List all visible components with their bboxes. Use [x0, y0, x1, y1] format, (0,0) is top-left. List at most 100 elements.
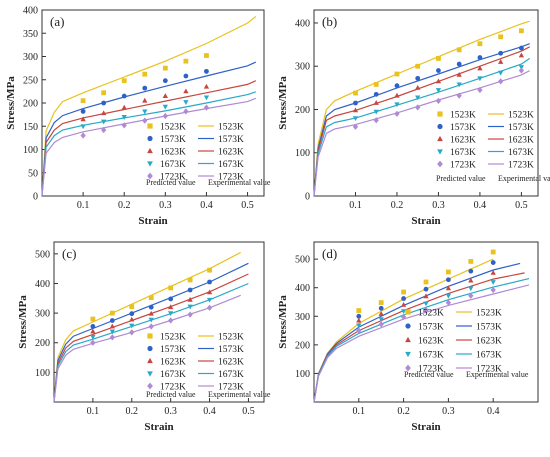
- predicted-point-1673K: [477, 76, 483, 82]
- legend-caption-experimental: Experimental value: [208, 178, 271, 187]
- predicted-point-1623K: [415, 84, 421, 90]
- predicted-point-1523K: [436, 56, 441, 61]
- predicted-point-1673K: [394, 102, 400, 108]
- legend-marker-1573K: [405, 323, 411, 329]
- predicted-point-1623K: [352, 107, 359, 113]
- predicted-point-1623K: [187, 296, 193, 302]
- predicted-point-1673K: [90, 334, 96, 340]
- predicted-point-1673K: [187, 304, 193, 310]
- legend-label-experimental: 1573K: [508, 123, 534, 133]
- x-tick-label: 0.5: [242, 406, 255, 417]
- legend-marker-1723K: [405, 364, 411, 372]
- predicted-point-1623K: [183, 88, 189, 94]
- predicted-point-1723K: [203, 104, 210, 111]
- predicted-point-1623K: [80, 116, 86, 122]
- predicted-point-1573K: [423, 286, 429, 292]
- predicted-point-1673K: [356, 323, 362, 329]
- predicted-point-1573K: [101, 100, 107, 106]
- y-tick-label: 350: [23, 29, 38, 40]
- predicted-point-1573K: [446, 277, 451, 283]
- legend-marker-1673K: [437, 149, 443, 155]
- predicted-point-1723K: [373, 117, 379, 124]
- legend-label-predicted: 1573K: [450, 123, 476, 133]
- predicted-point-1623K: [101, 110, 107, 116]
- y-tick-label: 300: [295, 312, 310, 323]
- predicted-point-1723K: [90, 339, 96, 346]
- experimental-curve-1723K: [313, 284, 530, 403]
- panel-a: 0.1 0.2 0.3 0.4 0.5 0 50 100 150 200 250 300 350 400 S…: [5, 6, 271, 228]
- predicted-point-1573K: [162, 78, 168, 84]
- predicted-point-1673K: [109, 329, 115, 335]
- legend-label-experimental: 1573K: [218, 345, 244, 355]
- x-tick-label: 0.3: [159, 200, 172, 211]
- predicted-point-1673K: [162, 104, 168, 110]
- predicted-point-1623K: [394, 92, 400, 98]
- predicted-point-1723K: [415, 104, 421, 111]
- predicted-point-1623K: [356, 317, 362, 323]
- legend-marker-1573K: [147, 345, 153, 352]
- y-axis-label: Stress/MPa: [17, 295, 29, 349]
- x-axis-label: Strain: [144, 421, 173, 433]
- predicted-point-1723K: [109, 334, 115, 341]
- predicted-point-1523K: [415, 63, 421, 69]
- legend-label-predicted: 1523K: [418, 309, 444, 319]
- predicted-point-1623K: [435, 78, 442, 84]
- x-tick-label: 0.2: [391, 200, 404, 211]
- predicted-point-1623K: [477, 65, 483, 71]
- legend-label-predicted: 1673K: [160, 160, 186, 170]
- legend-label-predicted: 1623K: [418, 337, 444, 347]
- x-tick-label: 0.3: [432, 200, 445, 211]
- legend-label-predicted: 1723K: [450, 161, 476, 171]
- predicted-point-1573K: [456, 61, 462, 67]
- predicted-point-1673K: [490, 280, 496, 285]
- predicted-point-1673K: [121, 115, 127, 120]
- predicted-point-1723K: [400, 313, 407, 320]
- legend-marker-1623K: [147, 357, 153, 364]
- predicted-point-1573K: [436, 68, 441, 73]
- predicted-point-1523K: [129, 304, 135, 309]
- legend-marker-1723K: [147, 382, 153, 390]
- predicted-point-1573K: [394, 83, 400, 89]
- predicted-point-1523K: [401, 289, 406, 295]
- x-tick-label: 0.2: [397, 406, 410, 417]
- predicted-point-1623K: [121, 104, 127, 110]
- predicted-point-1573K: [207, 279, 212, 285]
- predicted-point-1523K: [446, 269, 451, 275]
- predicted-point-1623K: [168, 304, 174, 310]
- predicted-point-1573K: [121, 93, 127, 99]
- predicted-point-1723K: [435, 97, 442, 104]
- y-tick-label: 200: [23, 99, 38, 110]
- legend-marker-1523K: [147, 333, 153, 339]
- panel-label: (c): [62, 246, 76, 261]
- predicted-point-1573K: [148, 304, 154, 310]
- legend: 1523K 1523K 1573K 1573K 1623K 1623K 1673K 1673K…: [146, 333, 271, 400]
- y-tick-label: 500: [295, 255, 310, 266]
- predicted-point-1673K: [378, 317, 384, 323]
- predicted-point-1723K: [148, 323, 154, 330]
- y-tick-label: 400: [23, 6, 38, 17]
- legend-label-experimental: 1623K: [218, 148, 244, 158]
- legend-label-experimental: 1573K: [476, 323, 502, 333]
- predicted-point-1573K: [498, 50, 504, 56]
- legend-label-experimental: 1623K: [218, 358, 244, 368]
- y-axis-label: Stress/MPa: [277, 76, 289, 130]
- predicted-point-1673K: [468, 286, 474, 292]
- predicted-point-1723K: [378, 321, 384, 328]
- predicted-point-1673K: [445, 293, 452, 299]
- predicted-point-1623K: [423, 293, 429, 299]
- predicted-point-1523K: [168, 285, 174, 291]
- predicted-point-1673K: [206, 297, 213, 303]
- predicted-point-1723K: [142, 117, 148, 124]
- predicted-point-1673K: [373, 109, 379, 115]
- y-tick-label: 300: [23, 52, 38, 63]
- predicted-point-1723K: [162, 112, 168, 120]
- predicted-point-1723K: [356, 327, 362, 334]
- predicted-point-1623K: [498, 59, 504, 64]
- predicted-point-1623K: [468, 277, 474, 283]
- legend: 1523K 1523K 1573K 1573K 1623K 1623K 1673K 1673K…: [404, 309, 529, 380]
- predicted-point-1673K: [183, 100, 189, 105]
- predicted-point-1723K: [394, 110, 400, 117]
- y-tick-label: 200: [35, 338, 50, 349]
- x-axis-label: Strain: [411, 215, 440, 227]
